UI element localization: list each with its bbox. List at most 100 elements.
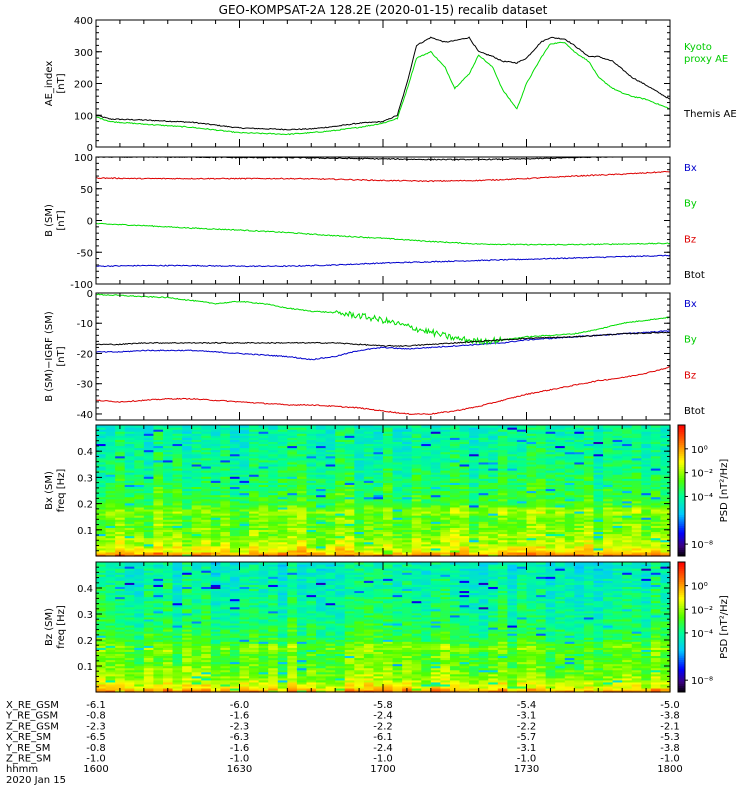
spectrogram-cell	[622, 510, 633, 514]
spectrogram-cell	[536, 533, 547, 537]
spectrogram-cell	[392, 535, 403, 539]
spectrogram-cell	[497, 490, 508, 494]
spectrogram-cell	[459, 441, 470, 445]
spectrogram-cell	[105, 539, 116, 543]
spectrogram-cell	[516, 437, 528, 440]
spectrogram-cell	[105, 463, 116, 467]
spectrogram-cell	[392, 482, 403, 485]
spectrogram-cell	[516, 539, 528, 543]
spectrogram-cell	[325, 427, 336, 430]
spectrogram-cell	[516, 553, 528, 557]
spectrogram-cell	[383, 689, 394, 693]
spectrogram-cell	[574, 531, 585, 535]
spectrogram-cell	[555, 508, 566, 512]
spectrogram-cell	[344, 543, 355, 547]
spectrogram-cell	[335, 506, 346, 510]
spectrogram-cell	[306, 513, 317, 516]
spectrogram-cell	[555, 480, 566, 483]
spectrogram-cell	[392, 675, 403, 679]
spectrogram-cell	[229, 671, 241, 675]
spectrogram-cell	[258, 429, 269, 432]
spectrogram-cell	[287, 537, 298, 541]
spectrogram-cell	[105, 515, 116, 518]
spectrogram-cell	[220, 506, 231, 510]
spectrogram-cell	[488, 510, 499, 514]
spectrogram-cell	[115, 510, 126, 514]
spectrogram-cell	[555, 486, 566, 490]
spectrogram-cell	[507, 476, 518, 479]
spectrogram-cell	[325, 531, 336, 535]
spectrogram-cell	[115, 433, 126, 436]
spectrogram-cell	[239, 685, 250, 689]
spectrogram-cell	[421, 677, 432, 681]
spectrogram-cell	[459, 463, 470, 467]
spectrogram-cell	[402, 453, 413, 457]
spectrogram-cell	[268, 449, 279, 453]
spectrogram-cell	[411, 681, 422, 685]
spectrogram-cell	[612, 476, 623, 479]
spectrogram-cell	[440, 461, 451, 465]
spectrogram-cell	[612, 517, 623, 520]
spectrogram-cell	[268, 433, 279, 436]
spectrogram-cell	[612, 482, 623, 485]
spectrogram-cell	[306, 478, 317, 481]
spectrogram-cell	[641, 496, 652, 500]
spectrogram-cell	[316, 478, 327, 481]
spectrogram-cell	[516, 508, 528, 512]
spectrogram-cell	[153, 490, 164, 494]
spectrogram-cell	[134, 443, 145, 447]
spectrogram-cell	[383, 531, 394, 535]
spectrogram-cell	[134, 427, 145, 430]
spectrogram-cell	[469, 455, 480, 459]
spectrogram-cell	[277, 543, 288, 547]
y-tick-label: 0	[87, 217, 93, 228]
spectrogram-cell	[430, 517, 441, 520]
spectrogram-cell	[650, 508, 662, 512]
spectrogram-cell	[124, 539, 135, 543]
spectrogram-cell	[545, 535, 556, 539]
spectrogram-cell	[650, 427, 662, 430]
spectrogram-cell	[459, 510, 470, 514]
spectrogram-cell	[612, 681, 623, 685]
spectrogram-cell	[220, 455, 231, 459]
spectrogram-cell	[134, 517, 145, 520]
y-axis: -40-30-20-100	[77, 289, 670, 421]
spectrogram-cell	[392, 510, 403, 514]
spectrogram-cell	[488, 500, 499, 504]
spectrogram-cell	[383, 673, 394, 677]
spectrogram-cell	[383, 463, 394, 467]
spectrogram-cell	[383, 517, 394, 520]
spectrogram-cell	[287, 525, 298, 528]
spectrogram-cell	[354, 476, 365, 479]
spectrogram-cell	[201, 523, 212, 526]
spectrogram-cell	[162, 472, 174, 475]
spectrogram-cell	[335, 441, 346, 445]
spectrogram-cell	[182, 488, 193, 492]
spectrogram-cell	[134, 447, 145, 451]
spectrogram-cell	[220, 447, 231, 451]
spectrogram-cell	[344, 441, 355, 445]
spectrogram-cell	[631, 457, 642, 461]
spectrogram-cell	[373, 461, 384, 465]
spectrogram-cell	[344, 535, 355, 539]
spectrogram-cell	[469, 484, 480, 488]
spectrogram-cell	[172, 486, 183, 490]
spectrogram-cell	[143, 549, 154, 553]
spectrogram-cell	[229, 543, 241, 547]
spectrogram-cell	[583, 687, 595, 691]
spectrogram-cell	[335, 445, 346, 449]
spectrogram-cell	[220, 681, 231, 685]
spectrogram-cell	[516, 451, 528, 455]
spectrogram-cell	[622, 529, 633, 533]
spectrogram-cell	[172, 545, 183, 549]
spectrogram-cell	[287, 510, 298, 514]
spectrogram-cell	[191, 429, 202, 432]
spectrogram-cell	[239, 553, 250, 557]
spectrogram-cell	[583, 681, 595, 685]
spectrogram-cell	[583, 496, 595, 500]
spectrogram-cell	[162, 496, 174, 500]
spectrogram-cell	[249, 529, 260, 533]
spectrogram-cell	[421, 451, 432, 455]
spectrogram-cell	[392, 496, 403, 500]
spectrogram-cell	[249, 671, 260, 675]
